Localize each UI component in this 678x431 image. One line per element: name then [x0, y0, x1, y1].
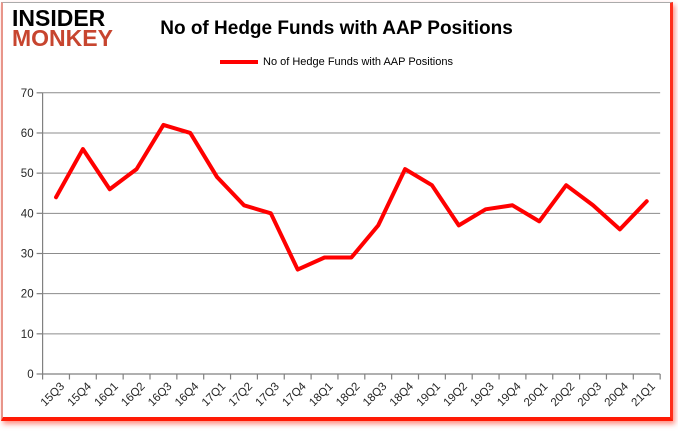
y-axis-tick-label: 70: [21, 88, 34, 100]
logo-insider-text: INSIDER: [12, 5, 106, 31]
y-axis-tick-label: 40: [21, 208, 34, 220]
legend-label: No of Hedge Funds with AAP Positions: [263, 56, 453, 68]
x-axis-tick-label: 15Q4: [66, 380, 95, 409]
x-axis-tick-label: 19Q3: [468, 381, 496, 409]
line-chart-canvas: 01020304050607015Q315Q416Q116Q216Q316Q41…: [21, 88, 661, 409]
x-axis-tick-label: 20Q4: [603, 380, 632, 409]
x-axis-tick-label: 17Q3: [254, 381, 282, 409]
x-axis-tick-label: 17Q4: [280, 380, 309, 409]
legend-line-swatch-icon: [220, 60, 259, 64]
y-axis-tick-label: 30: [21, 248, 34, 260]
y-axis-tick-label: 20: [21, 289, 34, 301]
x-axis-tick-label: 19Q1: [415, 381, 443, 409]
x-axis-tick-label: 19Q2: [442, 381, 470, 409]
x-axis-tick-label: 20Q3: [576, 381, 604, 409]
x-axis-tick-label: 17Q2: [227, 381, 255, 409]
legend: No of Hedge Funds with AAP Positions: [3, 56, 670, 68]
y-axis-tick-label: 0: [27, 369, 33, 381]
x-axis-tick-label: 18Q2: [334, 381, 362, 409]
x-axis-tick-label: 16Q3: [146, 381, 174, 409]
x-axis-tick-label: 16Q1: [92, 381, 120, 409]
x-axis-tick-label: 15Q3: [39, 381, 67, 409]
x-axis-tick-label: 17Q1: [200, 381, 228, 409]
y-axis-tick-label: 10: [21, 329, 34, 341]
y-axis-tick-label: 50: [21, 168, 34, 180]
insider-monkey-logo: INSIDER MONKEY: [12, 5, 113, 51]
data-line-series: [54, 122, 649, 272]
x-axis-tick-label: 20Q1: [522, 381, 550, 409]
x-axis-tick-label: 16Q4: [173, 380, 202, 409]
x-axis-tick-label: 19Q4: [495, 380, 524, 409]
chart-title: No of Hedge Funds with AAP Positions: [160, 18, 513, 39]
x-axis-tick-label: 21Q1: [629, 381, 657, 409]
x-axis-tick-label: 18Q1: [307, 381, 335, 409]
x-axis-tick-label: 18Q4: [388, 380, 417, 409]
x-axis-tick-label: 18Q3: [361, 381, 389, 409]
y-axis-tick-label: 60: [21, 128, 34, 140]
x-axis-tick-label: 20Q2: [549, 381, 577, 409]
x-axis-tick-label: 16Q2: [119, 381, 147, 409]
chart-panel: INSIDER MONKEY No of Hedge Funds with AA…: [1, 2, 673, 421]
logo-monkey-text: MONKEY: [12, 25, 113, 51]
